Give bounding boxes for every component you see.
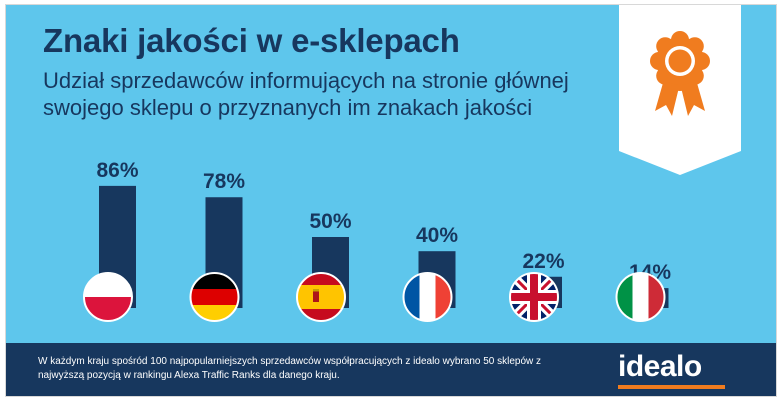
bar-chart: 86% 78%50%40%22% 14% [83, 159, 671, 322]
methodology-note: W każdym kraju spośród 100 najpopularnie… [38, 356, 542, 381]
flag-spain-icon [296, 272, 346, 322]
value-label: 86% [96, 159, 138, 182]
idealo-logo: idealo [618, 350, 702, 383]
value-label: 50% [309, 210, 351, 233]
logo-underline [618, 385, 725, 389]
value-labels-layer: 86% 78%50%40%22% 14% [96, 159, 671, 284]
value-label: 78% [203, 170, 245, 193]
value-label: 40% [416, 224, 458, 247]
award-ribbon-icon [619, 5, 741, 175]
footer: W każdym kraju spośród 100 najpopularnie… [6, 343, 776, 396]
flag-poland-icon [83, 272, 133, 322]
flag-uk-icon [509, 272, 559, 322]
flags-layer [83, 272, 666, 322]
bars-layer [99, 185, 669, 308]
flag-germany-icon [189, 272, 240, 322]
page-title: Znaki jakości w e-sklepach [43, 22, 460, 59]
page-subtitle: Udział sprzedawców informujących na stro… [43, 68, 569, 120]
flag-italy-icon [615, 272, 666, 322]
flag-france-icon [402, 272, 453, 322]
value-label: 22% [522, 250, 564, 273]
infographic: Znaki jakości w e-sklepach Udział sprzed… [6, 5, 776, 396]
